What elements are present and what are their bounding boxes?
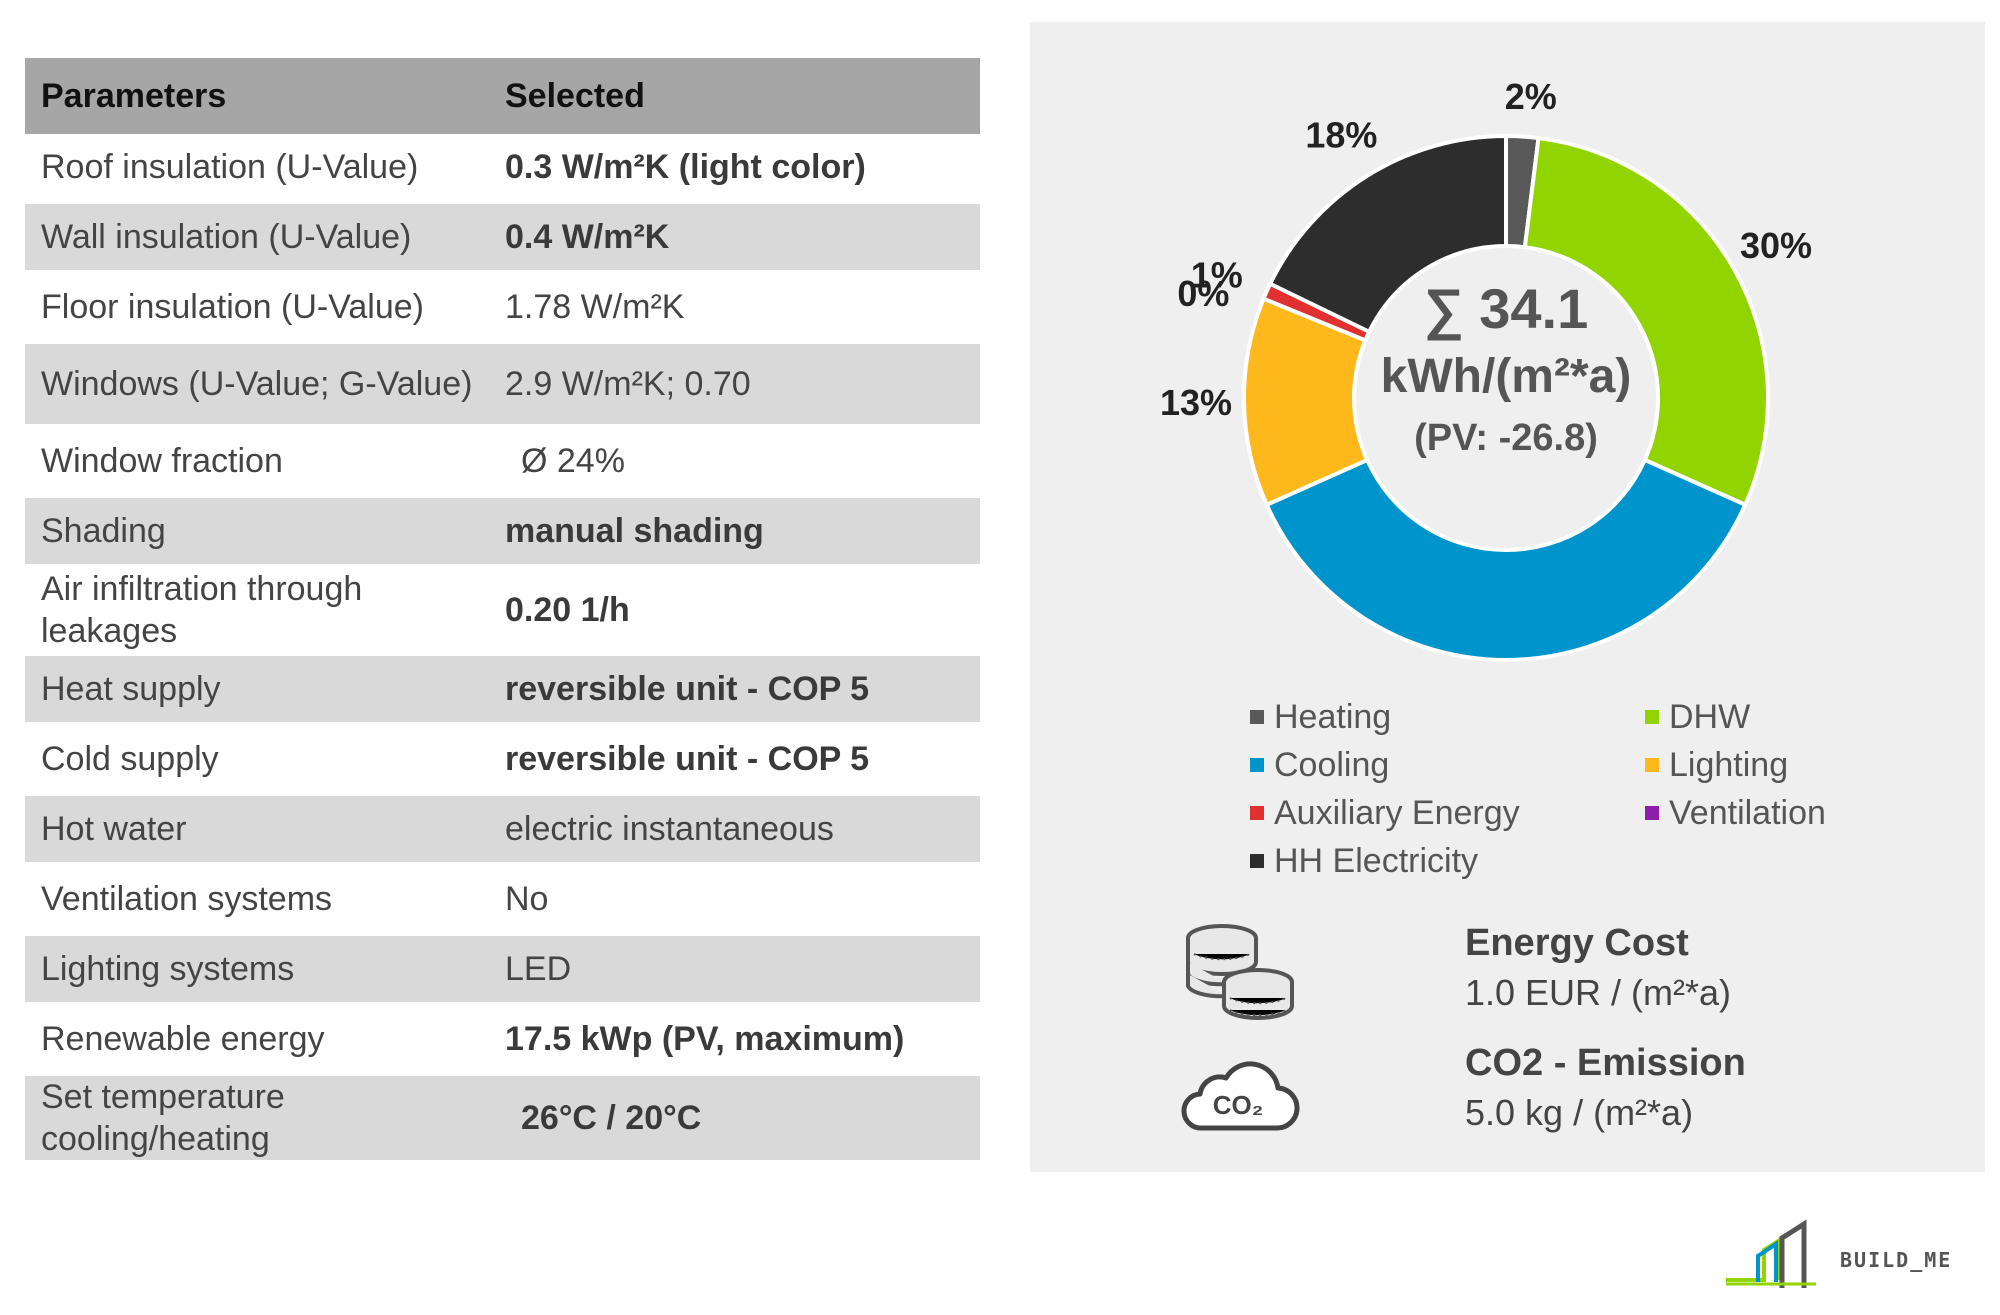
legend-label: DHW xyxy=(1669,697,1751,736)
legend-item: Ventilation xyxy=(1645,790,1965,836)
co2-cloud-icon: CO₂ xyxy=(1181,1061,1300,1131)
co2-value: 5.0 kg / (m²*a) xyxy=(1465,1092,1694,1133)
co2-emission-metric: CO₂ CO2 - Emission 5.0 kg / (m²*a) xyxy=(1180,1040,1920,1150)
param-label: Heat supply xyxy=(25,654,505,726)
param-label: Window fraction xyxy=(25,426,505,498)
build-me-logo: BUILD_ME xyxy=(1722,1218,1992,1298)
param-value: reversible unit - COP 5 xyxy=(505,654,980,726)
center-pv: (PV: -26.8) xyxy=(1414,417,1598,459)
table-row: Windows (U-Value; G-Value) 2.9 W/m²K; 0.… xyxy=(25,342,980,428)
table-row: Cold supply reversible unit - COP 5 xyxy=(25,724,980,796)
legend-item: Heating xyxy=(1250,694,1645,740)
param-value: 0.3 W/m²K (light color) xyxy=(505,134,980,204)
energy-donut-chart: 2%30%37%13%1%0%18% ∑ 34.1 kWh/(m²*a) (PV… xyxy=(1160,76,1812,662)
brand-name: BUILD_ME xyxy=(1840,1248,1953,1272)
param-value: No xyxy=(505,864,980,936)
donut-slice-dhw xyxy=(1522,135,1770,508)
param-value: 0.4 W/m²K xyxy=(505,202,980,274)
slice-label: 0% xyxy=(1177,273,1229,314)
param-value: 0.20 1/h xyxy=(505,566,980,656)
legend-swatch xyxy=(1645,710,1659,724)
energy-cost-metric: Energy Cost 1.0 EUR / (m²*a) xyxy=(1180,920,1920,1030)
energy-cost-value: 1.0 EUR / (m²*a) xyxy=(1465,972,1732,1013)
legend-label: Lighting xyxy=(1669,745,1789,784)
param-label: Shading xyxy=(25,496,505,568)
legend-swatch xyxy=(1250,758,1264,772)
legend-item: DHW xyxy=(1645,694,1965,740)
table-row: Ventilation systems No xyxy=(25,864,980,936)
header-parameters: Parameters xyxy=(25,58,505,134)
center-unit: kWh/(m²*a) xyxy=(1381,350,1632,403)
table-row: Renewable energy 17.5 kWp (PV, maximum) xyxy=(25,1004,980,1076)
param-label: Cold supply xyxy=(25,724,505,796)
table-row: Hot water electric instantaneous xyxy=(25,794,980,866)
param-label: Floor insulation (U-Value) xyxy=(25,272,505,344)
param-value: 1.78 W/m²K xyxy=(505,272,980,344)
param-label: Air infiltration through leakages xyxy=(25,566,505,656)
param-value: reversible unit - COP 5 xyxy=(505,724,980,796)
slice-label: 13% xyxy=(1160,382,1232,423)
param-label: Roof insulation (U-Value) xyxy=(25,134,505,204)
param-value: Ø 24% xyxy=(505,426,980,498)
param-label: Lighting systems xyxy=(25,934,505,1006)
legend-item: Auxiliary Energy xyxy=(1250,790,1645,836)
param-label: Set temperature cooling/heating xyxy=(25,1074,505,1164)
legend-swatch xyxy=(1250,854,1264,868)
slice-label: 1% xyxy=(1191,255,1243,296)
param-value: LED xyxy=(505,934,980,1006)
legend-swatch xyxy=(1250,710,1264,724)
donut-slice-cooling xyxy=(1264,457,1748,662)
param-value: 17.5 kWp (PV, maximum) xyxy=(505,1004,980,1076)
table-row: Shading manual shading xyxy=(25,496,980,568)
table-row: Floor insulation (U-Value) 1.78 W/m²K xyxy=(25,272,980,344)
header-selected: Selected xyxy=(505,58,980,134)
legend-label: Heating xyxy=(1274,697,1392,736)
legend-item: Lighting xyxy=(1645,742,1965,788)
param-value: 26°C / 20°C xyxy=(505,1074,980,1164)
table-header-row: Parameters Selected xyxy=(25,58,980,134)
param-label: Wall insulation (U-Value) xyxy=(25,202,505,274)
table-row: Set temperature cooling/heating 26°C / 2… xyxy=(25,1074,980,1164)
table-row: Window fraction Ø 24% xyxy=(25,426,980,498)
legend-swatch xyxy=(1250,806,1264,820)
chart-legend: Heating DHW Cooling Lighting Auxiliary Energ… xyxy=(1250,694,1970,884)
center-total: ∑ 34.1 xyxy=(1424,277,1588,341)
energy-cost-title: Energy Cost xyxy=(1465,922,1689,964)
param-label: Renewable energy xyxy=(25,1004,505,1076)
param-value: manual shading xyxy=(505,496,980,568)
param-label: Ventilation systems xyxy=(25,864,505,936)
table-row: Lighting systems LED xyxy=(25,934,980,1006)
donut-slice-hh-electricity xyxy=(1267,133,1508,335)
table-row: Roof insulation (U-Value) 0.3 W/m²K (lig… xyxy=(25,134,980,204)
slice-label: 2% xyxy=(1505,76,1557,117)
coins-icon xyxy=(1186,924,1294,1020)
legend-label: Cooling xyxy=(1274,745,1390,784)
table-row: Heat supply reversible unit - COP 5 xyxy=(25,654,980,726)
co2-icon-text: CO₂ xyxy=(1213,1090,1264,1120)
legend-swatch xyxy=(1645,806,1659,820)
table-row: Air infiltration through leakages 0.20 1… xyxy=(25,566,980,656)
legend-label: Ventilation xyxy=(1669,793,1826,832)
param-value: electric instantaneous xyxy=(505,794,980,866)
slice-label: 18% xyxy=(1305,114,1377,155)
legend-swatch xyxy=(1645,758,1659,772)
param-value: 2.9 W/m²K; 0.70 xyxy=(505,342,980,428)
legend-label: Auxiliary Energy xyxy=(1274,793,1520,832)
co2-title: CO2 - Emission xyxy=(1465,1042,1746,1084)
slice-label: 30% xyxy=(1740,225,1812,266)
legend-label: HH Electricity xyxy=(1274,841,1479,880)
results-panel: 2%30%37%13%1%0%18% ∑ 34.1 kWh/(m²*a) (PV… xyxy=(1030,22,1985,1172)
table-row: Wall insulation (U-Value) 0.4 W/m²K xyxy=(25,202,980,274)
legend-item: Cooling xyxy=(1250,742,1645,788)
legend-item: HH Electricity xyxy=(1250,838,1645,884)
parameters-table: Parameters Selected Roof insulation (U-V… xyxy=(25,58,980,1164)
param-label: Windows (U-Value; G-Value) xyxy=(25,342,505,428)
build-me-logo-icon xyxy=(1726,1219,1816,1288)
param-label: Hot water xyxy=(25,794,505,866)
